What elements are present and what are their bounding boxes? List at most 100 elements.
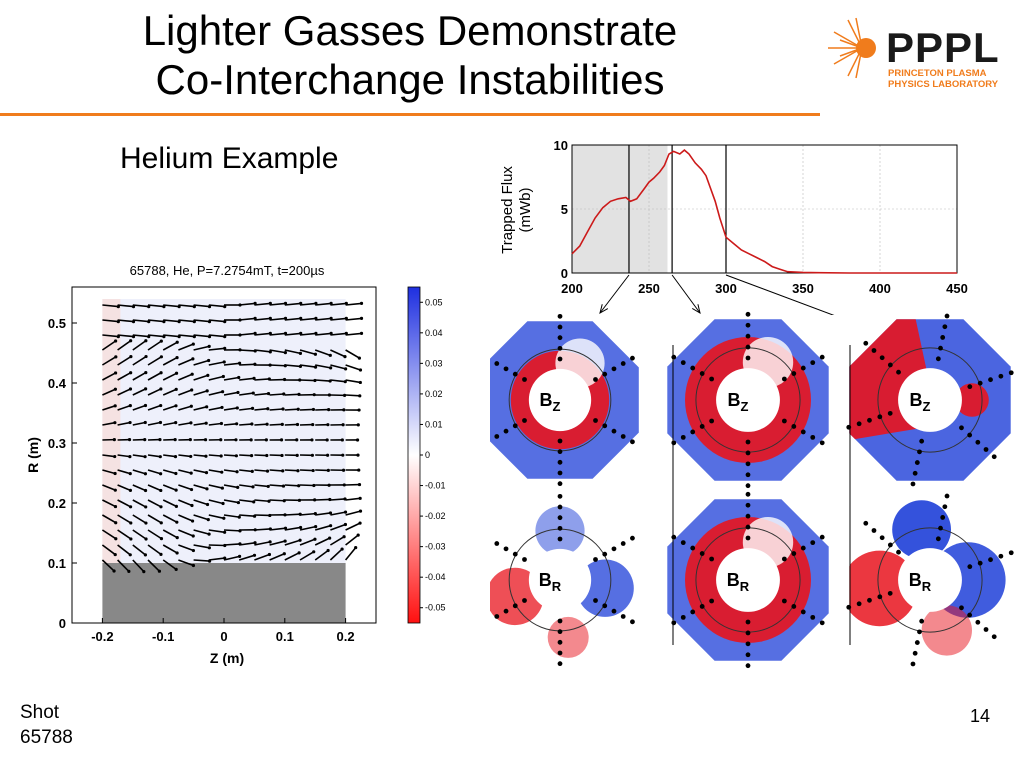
field-vector (132, 559, 145, 573)
field-vector-head (252, 376, 256, 380)
field-vector-head (220, 470, 224, 474)
vector-y-tick-label: 0.5 (48, 316, 66, 331)
field-vector (284, 423, 298, 426)
field-vector (208, 557, 225, 561)
probe-dot (867, 417, 872, 423)
field-vector-head (159, 488, 163, 493)
field-vector (299, 364, 316, 368)
probe-dot (557, 661, 563, 667)
field-vector-head (221, 501, 225, 506)
field-vector-head (312, 393, 316, 397)
probe-dot (942, 324, 948, 330)
field-vector (147, 469, 161, 475)
field-vector (330, 364, 346, 370)
field-vector (162, 559, 177, 571)
probe-dot (977, 560, 983, 566)
field-vector-head (312, 483, 316, 488)
field-vector-head (128, 455, 132, 459)
field-vector-head (359, 331, 364, 336)
field-vector-head (311, 407, 316, 412)
field-vector (329, 548, 343, 561)
field-vector-head (175, 536, 179, 540)
inner-hole (898, 368, 962, 432)
flux-x-tick-label: 300 (715, 281, 737, 296)
field-vector-head (174, 387, 178, 391)
field-vector (162, 484, 177, 491)
probe-dot (935, 356, 941, 362)
field-vector (239, 349, 256, 352)
field-vector-head (159, 505, 163, 509)
field-vector-head (159, 355, 163, 359)
probe-dot (680, 614, 686, 620)
field-vector (254, 469, 268, 472)
field-vector (117, 404, 131, 411)
probe-dot (503, 428, 509, 434)
blue-field-region (892, 500, 951, 559)
field-vector (193, 319, 210, 323)
probe-dot (959, 425, 964, 431)
probe-dot (709, 556, 715, 562)
field-vector (147, 421, 161, 426)
field-vector-head (204, 421, 208, 425)
field-vector-head (268, 540, 272, 544)
probe-dot (919, 438, 925, 444)
pppl-logo: PPPL PRINCETON PLASMA PHYSICS LABORATORY (828, 17, 999, 90)
field-vector-head (356, 453, 360, 457)
probe-dot (887, 590, 893, 596)
magnetic-field-vector-plot: -0.2 -0.1 0 0.1 0.2 0 0.1 0.2 0.3 0.4 0.5 0.05 0.04 0… (25, 263, 446, 666)
field-vector-head (311, 468, 315, 473)
colorbar-tick-label: 0 (425, 450, 430, 460)
probe-dot (630, 439, 635, 445)
probe-dot (512, 371, 518, 377)
vector-y-tick-label: 0.1 (48, 556, 66, 571)
field-vector-head (327, 393, 331, 397)
field-vector (239, 423, 252, 426)
probe-dot (791, 604, 797, 609)
field-vector (345, 497, 361, 501)
probe-dot (745, 461, 751, 467)
probe-dot (671, 440, 677, 446)
field-vector-head (220, 486, 224, 490)
field-vector-head (189, 471, 193, 475)
field-vector (178, 389, 192, 396)
colorbar-tick-label: 0.03 (425, 358, 443, 368)
field-vector (269, 393, 284, 396)
probe-dot (494, 434, 500, 439)
field-vector-head (328, 353, 332, 357)
field-vector (178, 343, 194, 351)
field-vector (102, 334, 119, 338)
field-vector (162, 341, 178, 351)
field-vector-head (159, 521, 163, 525)
title-underline (0, 113, 820, 116)
field-vector (132, 304, 149, 308)
probe-dot (983, 447, 989, 452)
field-vector (117, 334, 134, 338)
field-vector-head (266, 391, 271, 396)
probe-dot (503, 366, 509, 372)
field-vector (239, 469, 253, 473)
field-vector (208, 319, 225, 323)
field-vector (147, 454, 161, 458)
field-vector-head (189, 454, 193, 459)
probe-dot (709, 598, 715, 604)
red-field-region (921, 605, 972, 656)
field-vector-head (237, 515, 241, 519)
field-vector (269, 364, 286, 367)
field-vector (299, 538, 316, 546)
field-vector (239, 392, 254, 396)
probe-dot (557, 504, 563, 510)
probe-dot (896, 369, 901, 375)
field-vector-head (191, 534, 195, 538)
field-vector (193, 469, 207, 474)
field-vector (299, 302, 317, 306)
logo-line-2: PHYSICS LABORATORY (888, 79, 999, 90)
probe-dot (602, 423, 608, 429)
flux-ylabel-line-1: Trapped Flux (499, 166, 516, 254)
probe-dot (680, 434, 686, 440)
field-vector-head (159, 472, 163, 476)
field-vector (147, 340, 162, 351)
probe-dot (967, 612, 973, 618)
vector-x-tick-label: -0.1 (152, 629, 174, 644)
field-vector (315, 364, 331, 369)
field-vector (284, 539, 301, 546)
